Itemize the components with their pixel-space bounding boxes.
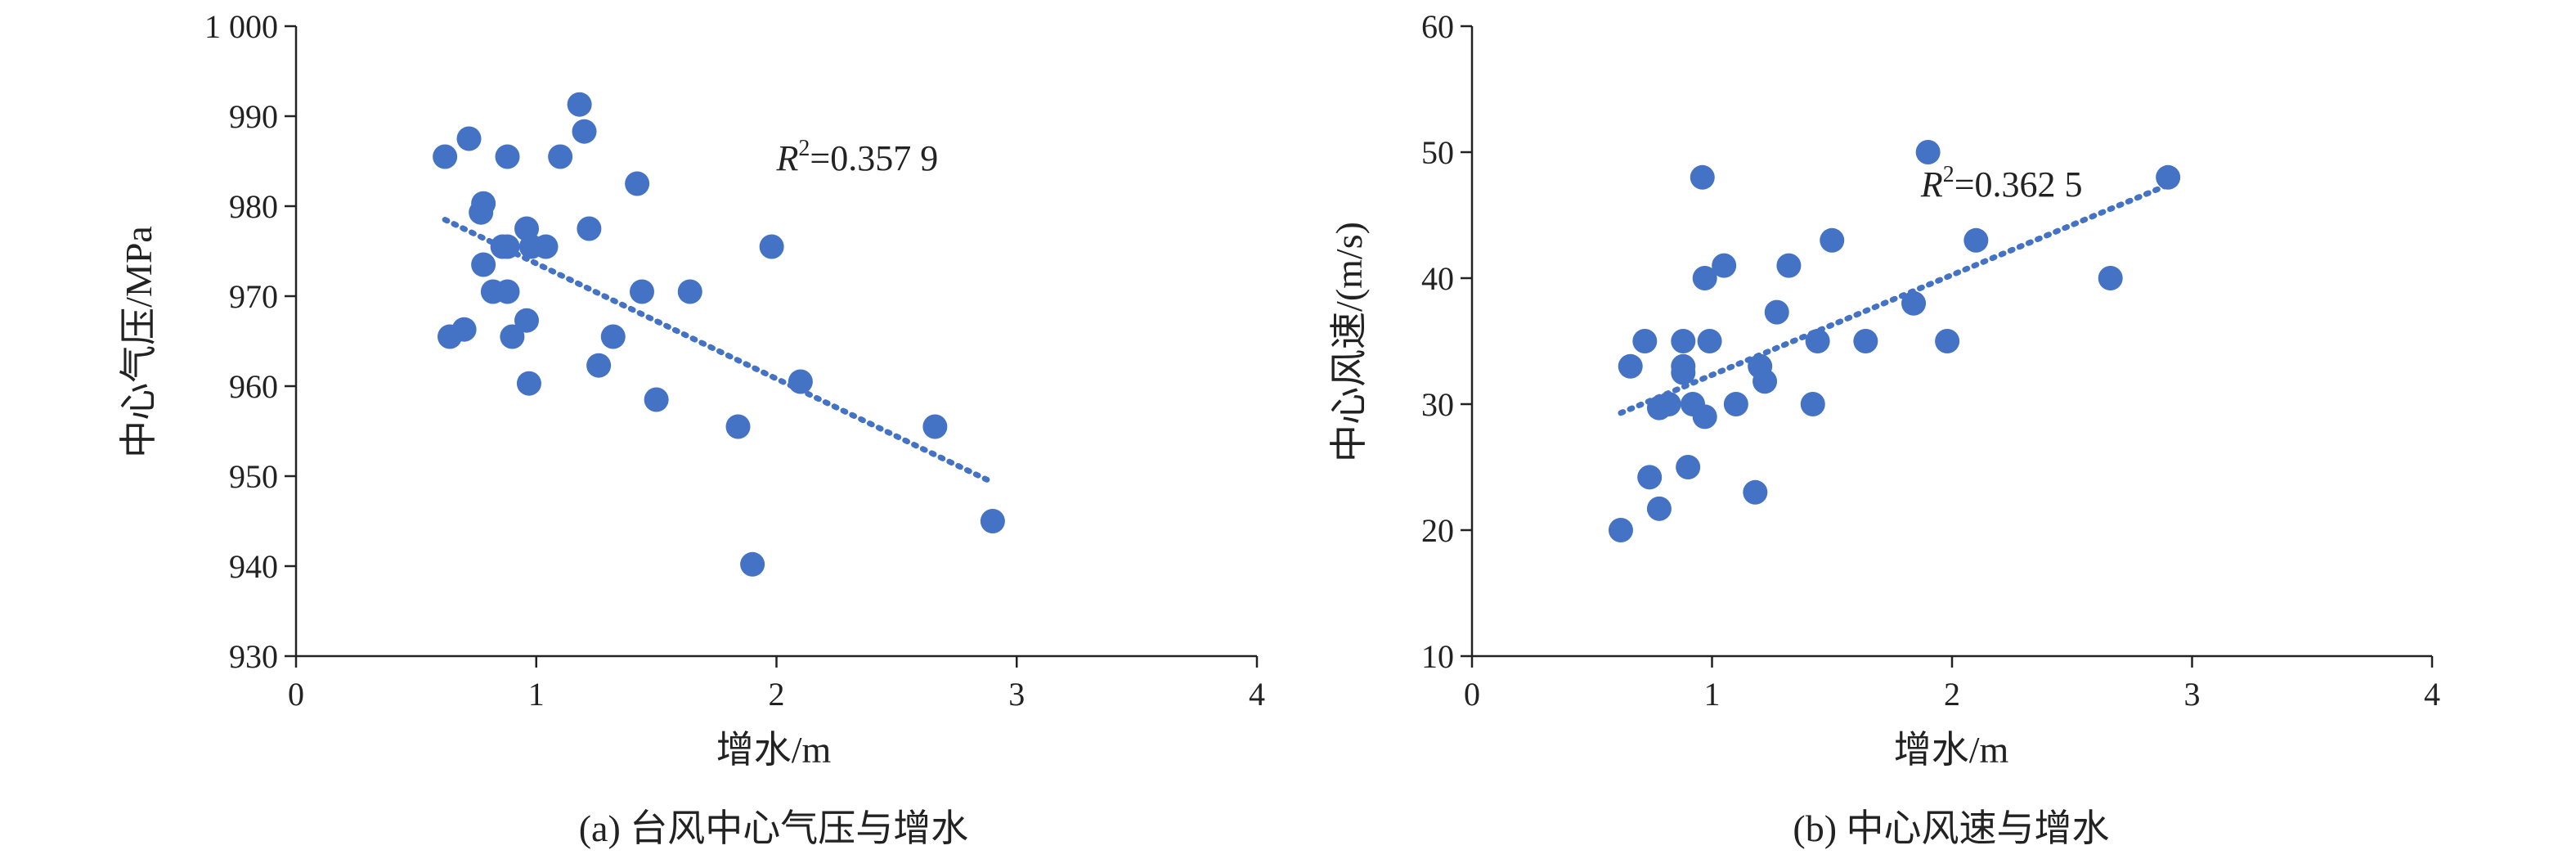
trend-line (442, 217, 996, 486)
r-squared-annotation: R2=0.357 9 (776, 136, 939, 178)
data-point (1820, 227, 1845, 253)
x-tick-label: 3 (2184, 676, 2201, 713)
y-tick-label: 50 (1421, 134, 1454, 171)
y-tick-label: 930 (229, 638, 278, 675)
x-tick-label: 1 (528, 676, 545, 713)
x-axis-label: 增水/m (1894, 729, 2009, 771)
panel-caption: (a) 台风中心气压与增水 (579, 807, 969, 849)
data-point (630, 279, 654, 304)
data-point (1637, 465, 1663, 490)
data-point (600, 324, 626, 349)
data-point (514, 308, 539, 333)
data-point (1712, 253, 1737, 278)
y-axis-label: 中心风速/(m/s) (1328, 222, 1370, 462)
panel-caption: (b) 中心风速与增水 (1793, 807, 2109, 849)
data-point (1608, 518, 1633, 542)
data-point (1901, 290, 1927, 316)
y-axis-label: 中心气压/MPa (118, 226, 159, 458)
x-tick-label: 3 (1008, 676, 1025, 713)
data-point (2156, 164, 2181, 190)
data-point (740, 551, 765, 577)
data-point (1805, 329, 1830, 353)
data-point (433, 144, 458, 169)
data-point (1935, 329, 1960, 353)
data-point (1671, 329, 1696, 353)
data-point (1915, 140, 1941, 164)
r-squared-annotation: R2=0.362 5 (1920, 162, 2083, 205)
x-tick-label: 2 (1944, 676, 1960, 713)
y-tick-label: 10 (1421, 638, 1454, 675)
data-point (1690, 164, 1715, 190)
data-point (516, 371, 541, 396)
data-point (1800, 392, 1825, 416)
data-point (567, 92, 592, 117)
y-tick-label: 990 (229, 98, 278, 135)
y-tick-label: 20 (1421, 512, 1454, 549)
data-point (1697, 329, 1722, 353)
data-point (451, 317, 477, 342)
data-point (677, 279, 702, 304)
y-tick-label: 940 (229, 548, 278, 585)
data-point (586, 353, 612, 378)
y-tick-label: 970 (229, 278, 278, 315)
data-point (548, 144, 573, 169)
y-tick-label: 60 (1421, 8, 1454, 45)
data-point (1776, 253, 1802, 278)
data-point (500, 324, 525, 349)
data-point (1656, 392, 1681, 416)
data-point (1671, 353, 1696, 379)
data-point (1764, 299, 1789, 325)
x-tick-label: 4 (1249, 676, 1265, 713)
data-point (759, 234, 784, 259)
data-point (1723, 392, 1748, 416)
data-point (1632, 329, 1658, 353)
x-tick-label: 1 (1704, 676, 1721, 713)
data-point (572, 119, 597, 144)
x-tick-label: 0 (288, 676, 304, 713)
data-point (1752, 369, 1778, 394)
x-tick-label: 2 (769, 676, 785, 713)
y-tick-label: 30 (1421, 386, 1454, 423)
data-point (495, 279, 520, 304)
data-point (1853, 329, 1878, 353)
y-tick-label: 960 (229, 368, 278, 405)
data-point (625, 171, 650, 196)
data-point (1646, 496, 1672, 521)
x-tick-label: 4 (2424, 676, 2440, 713)
data-point (456, 126, 482, 151)
x-axis-label: 增水/m (716, 729, 832, 771)
y-tick-label: 980 (229, 188, 278, 225)
y-tick-label: 40 (1421, 260, 1454, 297)
data-point (495, 144, 520, 169)
chart-panel-a: 930 940 950 960 970 980 990 1 000 0 1 2 3 4 R2=0.357 … (118, 8, 1265, 849)
data-point (644, 387, 669, 412)
data-point (495, 234, 520, 259)
data-point (788, 369, 813, 394)
data-point (980, 509, 1005, 533)
data-point (471, 252, 496, 277)
data-point (533, 234, 559, 259)
x-tick-label: 0 (1464, 676, 1480, 713)
data-point (469, 200, 494, 225)
data-point (577, 216, 602, 241)
y-tick-label: 1 000 (204, 8, 278, 45)
data-point (1963, 227, 1989, 253)
trend-line (1618, 182, 2171, 416)
data-point (1692, 266, 1717, 290)
data-point (1676, 455, 1701, 479)
data-point (1743, 479, 1768, 505)
chart-panel-b: 10 20 30 40 50 60 0 1 2 3 4 R2=0.362 5 增水/m 中心风速/(m/s… (1328, 8, 2440, 849)
data-point (1618, 353, 1643, 379)
data-point (725, 414, 751, 439)
data-point (922, 414, 948, 439)
data-point (2098, 266, 2123, 290)
y-tick-label: 950 (229, 458, 278, 495)
data-point (1692, 404, 1717, 430)
